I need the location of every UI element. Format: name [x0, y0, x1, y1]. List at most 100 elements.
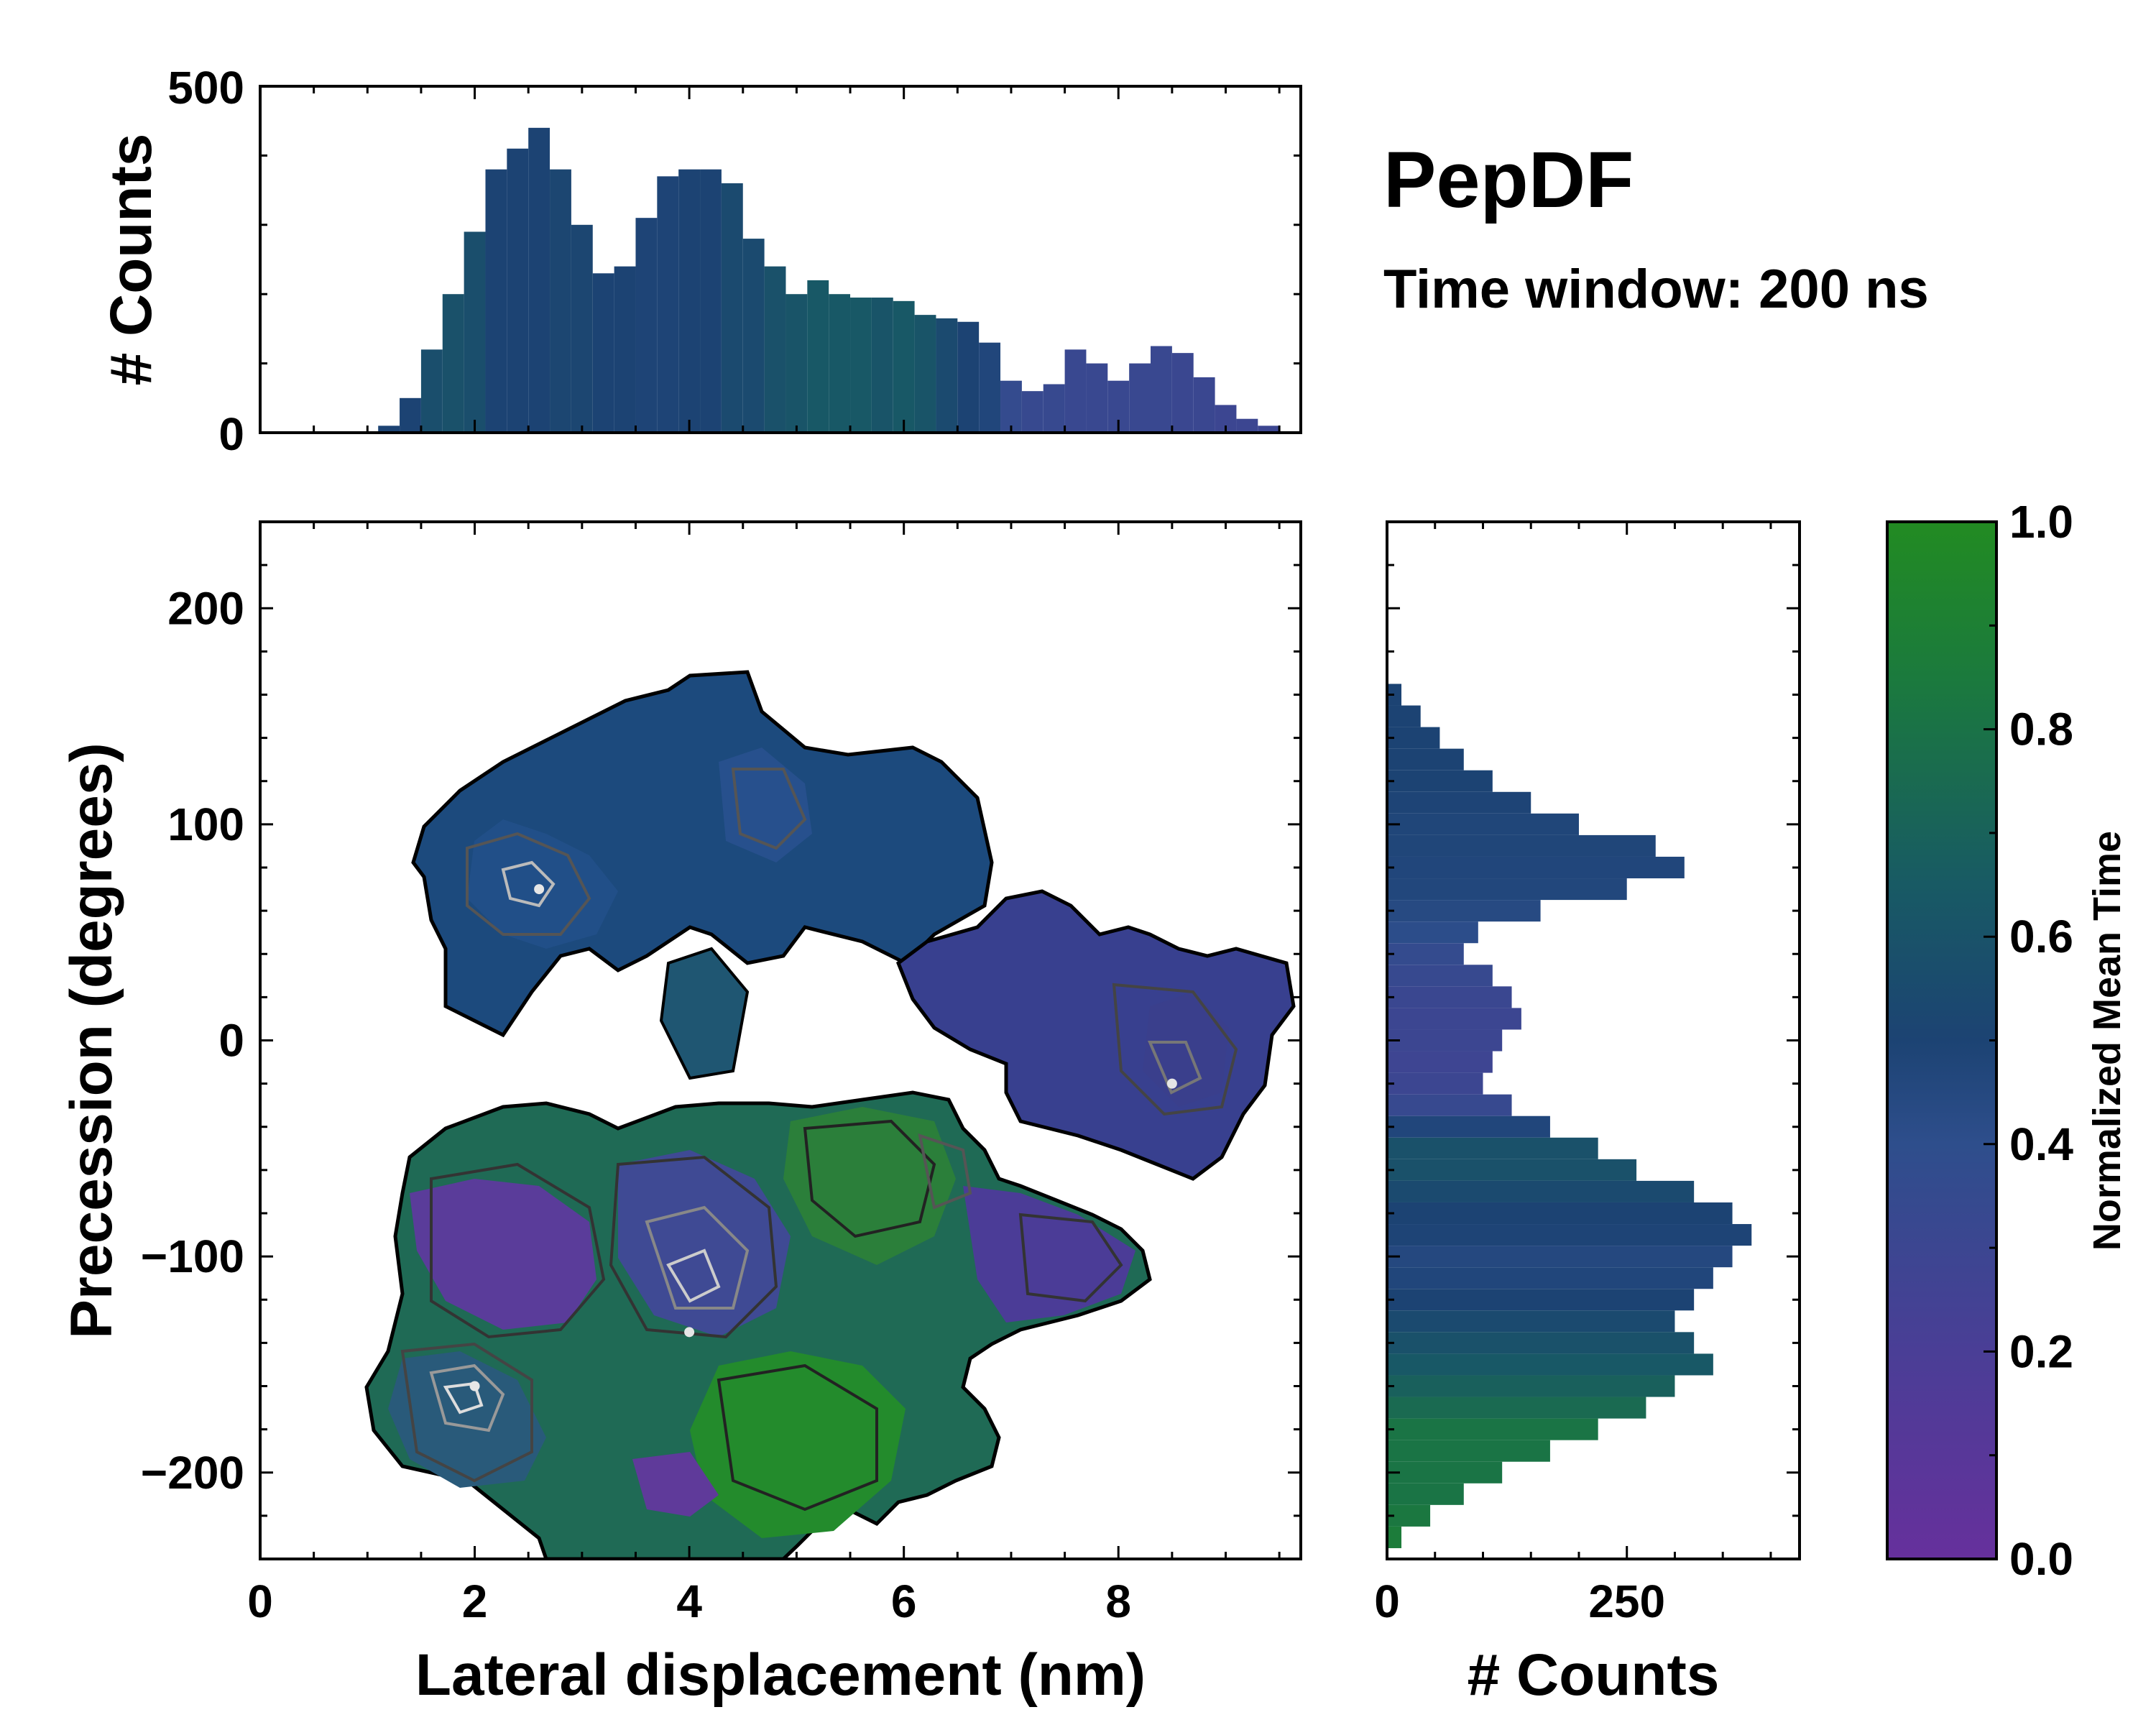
- right-hist-bar: [1387, 705, 1421, 727]
- main-ytick-label: 100: [167, 799, 244, 850]
- right-hist-bar: [1387, 1418, 1598, 1440]
- top-hist-bar: [378, 426, 400, 433]
- colorbar-tick-label: 0.2: [2009, 1325, 2073, 1377]
- right-hist-bar: [1387, 1008, 1521, 1030]
- main-ytick-label: 200: [167, 582, 244, 634]
- right-hist-bar: [1387, 878, 1627, 901]
- top-hist-bar: [1043, 384, 1065, 433]
- top-ylabel: # Counts: [98, 134, 164, 386]
- right-hist-bar: [1387, 1310, 1675, 1333]
- right-hist-bar: [1387, 1461, 1503, 1484]
- main-xtick-label: 2: [462, 1576, 488, 1627]
- top-hist-bar: [1021, 391, 1044, 433]
- right-hist-bar: [1387, 965, 1493, 987]
- main-ytick-label: −100: [141, 1230, 244, 1282]
- right-hist-bar: [1387, 1029, 1503, 1052]
- right-hist-bar: [1387, 770, 1493, 792]
- top-ytick-0: 0: [218, 408, 244, 460]
- colorbar-gradient: [1886, 520, 1998, 1560]
- main-ytick-label: 0: [218, 1015, 244, 1067]
- top-hist-bar: [1193, 377, 1215, 433]
- main-heatmap: 0 2 4 6 8 200 100 0 −100 −200 Lateral displaceme…: [59, 520, 1302, 1708]
- right-hist-bar: [1387, 1159, 1637, 1181]
- top-histogram-frame: [259, 85, 1302, 434]
- colorbar-tick-label: 0.6: [2009, 911, 2073, 962]
- right-hist-bar: [1387, 1289, 1695, 1311]
- top-hist-bar: [635, 218, 658, 433]
- colorbar: 1.0 0.8 0.6 0.4 0.2 0.0 Normalized Mean Time: [1886, 496, 2129, 1585]
- chart-subtitle: Time window: 200 ns: [1383, 259, 1929, 320]
- heatmap-region-upper-left: [411, 670, 994, 1080]
- colorbar-ticks: 1.0 0.8 0.6 0.4 0.2 0.0: [1984, 496, 2073, 1585]
- chart-title: PepDF: [1383, 136, 1634, 224]
- top-hist-bar: [893, 300, 915, 433]
- right-hist-bar: [1387, 1504, 1431, 1527]
- right-hist-bar: [1387, 1375, 1675, 1397]
- top-hist-bar: [442, 294, 464, 433]
- right-hist-bar: [1387, 1353, 1713, 1376]
- right-hist-bar: [1387, 943, 1464, 965]
- top-ytick-500: 500: [167, 62, 244, 114]
- top-hist-bar: [485, 169, 507, 433]
- top-hist-bar: [807, 280, 829, 433]
- top-histogram: 500 0 # Counts: [98, 62, 1302, 460]
- colorbar-tick-label: 0.0: [2009, 1533, 2073, 1585]
- top-hist-bar: [721, 183, 743, 433]
- right-hist-bar: [1387, 813, 1579, 835]
- top-hist-bar: [550, 169, 571, 433]
- right-hist-bar: [1387, 1202, 1733, 1225]
- top-hist-bar: [528, 127, 550, 433]
- top-hist-bar: [829, 294, 851, 433]
- right-histogram-ticks: [1386, 520, 1800, 1560]
- density-peak-marker: [534, 884, 545, 895]
- top-hist-bar: [657, 176, 679, 433]
- top-hist-bar: [786, 294, 808, 433]
- main-ytick-label: −200: [141, 1447, 244, 1499]
- top-hist-bar: [1000, 380, 1022, 433]
- right-hist-bar: [1387, 1267, 1713, 1289]
- density-peak-marker: [1166, 1078, 1177, 1089]
- right-hist-bar: [1387, 1137, 1598, 1159]
- right-hist-bar: [1387, 1440, 1550, 1462]
- main-ticks: [259, 520, 1301, 1560]
- main-xtick-labels: 0 2 4 6 8: [247, 1576, 1131, 1627]
- right-xtick-250: 250: [1588, 1576, 1665, 1627]
- right-hist-bar: [1387, 921, 1478, 944]
- top-hist-bar: [571, 224, 593, 433]
- main-xlabel: Lateral displacement (nm): [415, 1642, 1146, 1708]
- top-hist-bar: [700, 169, 722, 433]
- main-xtick-label: 4: [676, 1576, 702, 1627]
- top-hist-bar: [871, 298, 893, 433]
- top-hist-bar: [507, 148, 529, 433]
- top-histogram-ticks: [259, 85, 1301, 434]
- right-histogram-bars: [1387, 684, 1752, 1548]
- density-peak-marker: [469, 1381, 480, 1392]
- colorbar-tick-label: 0.8: [2009, 704, 2073, 755]
- top-histogram-bars: [378, 127, 1280, 433]
- top-hist-bar: [764, 266, 786, 433]
- main-ylabel: Precession (degrees): [59, 742, 124, 1339]
- top-hist-bar: [850, 298, 872, 433]
- top-hist-bar: [979, 342, 1001, 433]
- main-xtick-label: 8: [1105, 1576, 1131, 1627]
- right-hist-bar: [1387, 1094, 1512, 1116]
- top-hist-bar: [464, 231, 486, 433]
- top-hist-bar: [592, 273, 614, 433]
- right-hist-bar: [1387, 748, 1464, 770]
- top-hist-bar: [1151, 346, 1172, 433]
- top-hist-bar: [678, 169, 701, 433]
- right-hist-bar: [1387, 1526, 1402, 1548]
- right-histogram: 0 250 # Counts: [1374, 520, 1801, 1708]
- right-xtick-0: 0: [1374, 1576, 1400, 1627]
- right-hist-bar: [1387, 1072, 1483, 1095]
- right-hist-bar: [1387, 1116, 1550, 1138]
- right-hist-bar: [1387, 684, 1402, 706]
- right-hist-bar: [1387, 1397, 1646, 1419]
- right-hist-bar: [1387, 900, 1541, 922]
- heatmap-region-lower: [364, 1090, 1152, 1559]
- top-hist-bar: [1064, 349, 1087, 433]
- right-hist-bar: [1387, 1246, 1733, 1268]
- density-peak-marker: [684, 1327, 695, 1338]
- right-hist-bar: [1387, 1180, 1695, 1202]
- density-contours: [400, 768, 1238, 1512]
